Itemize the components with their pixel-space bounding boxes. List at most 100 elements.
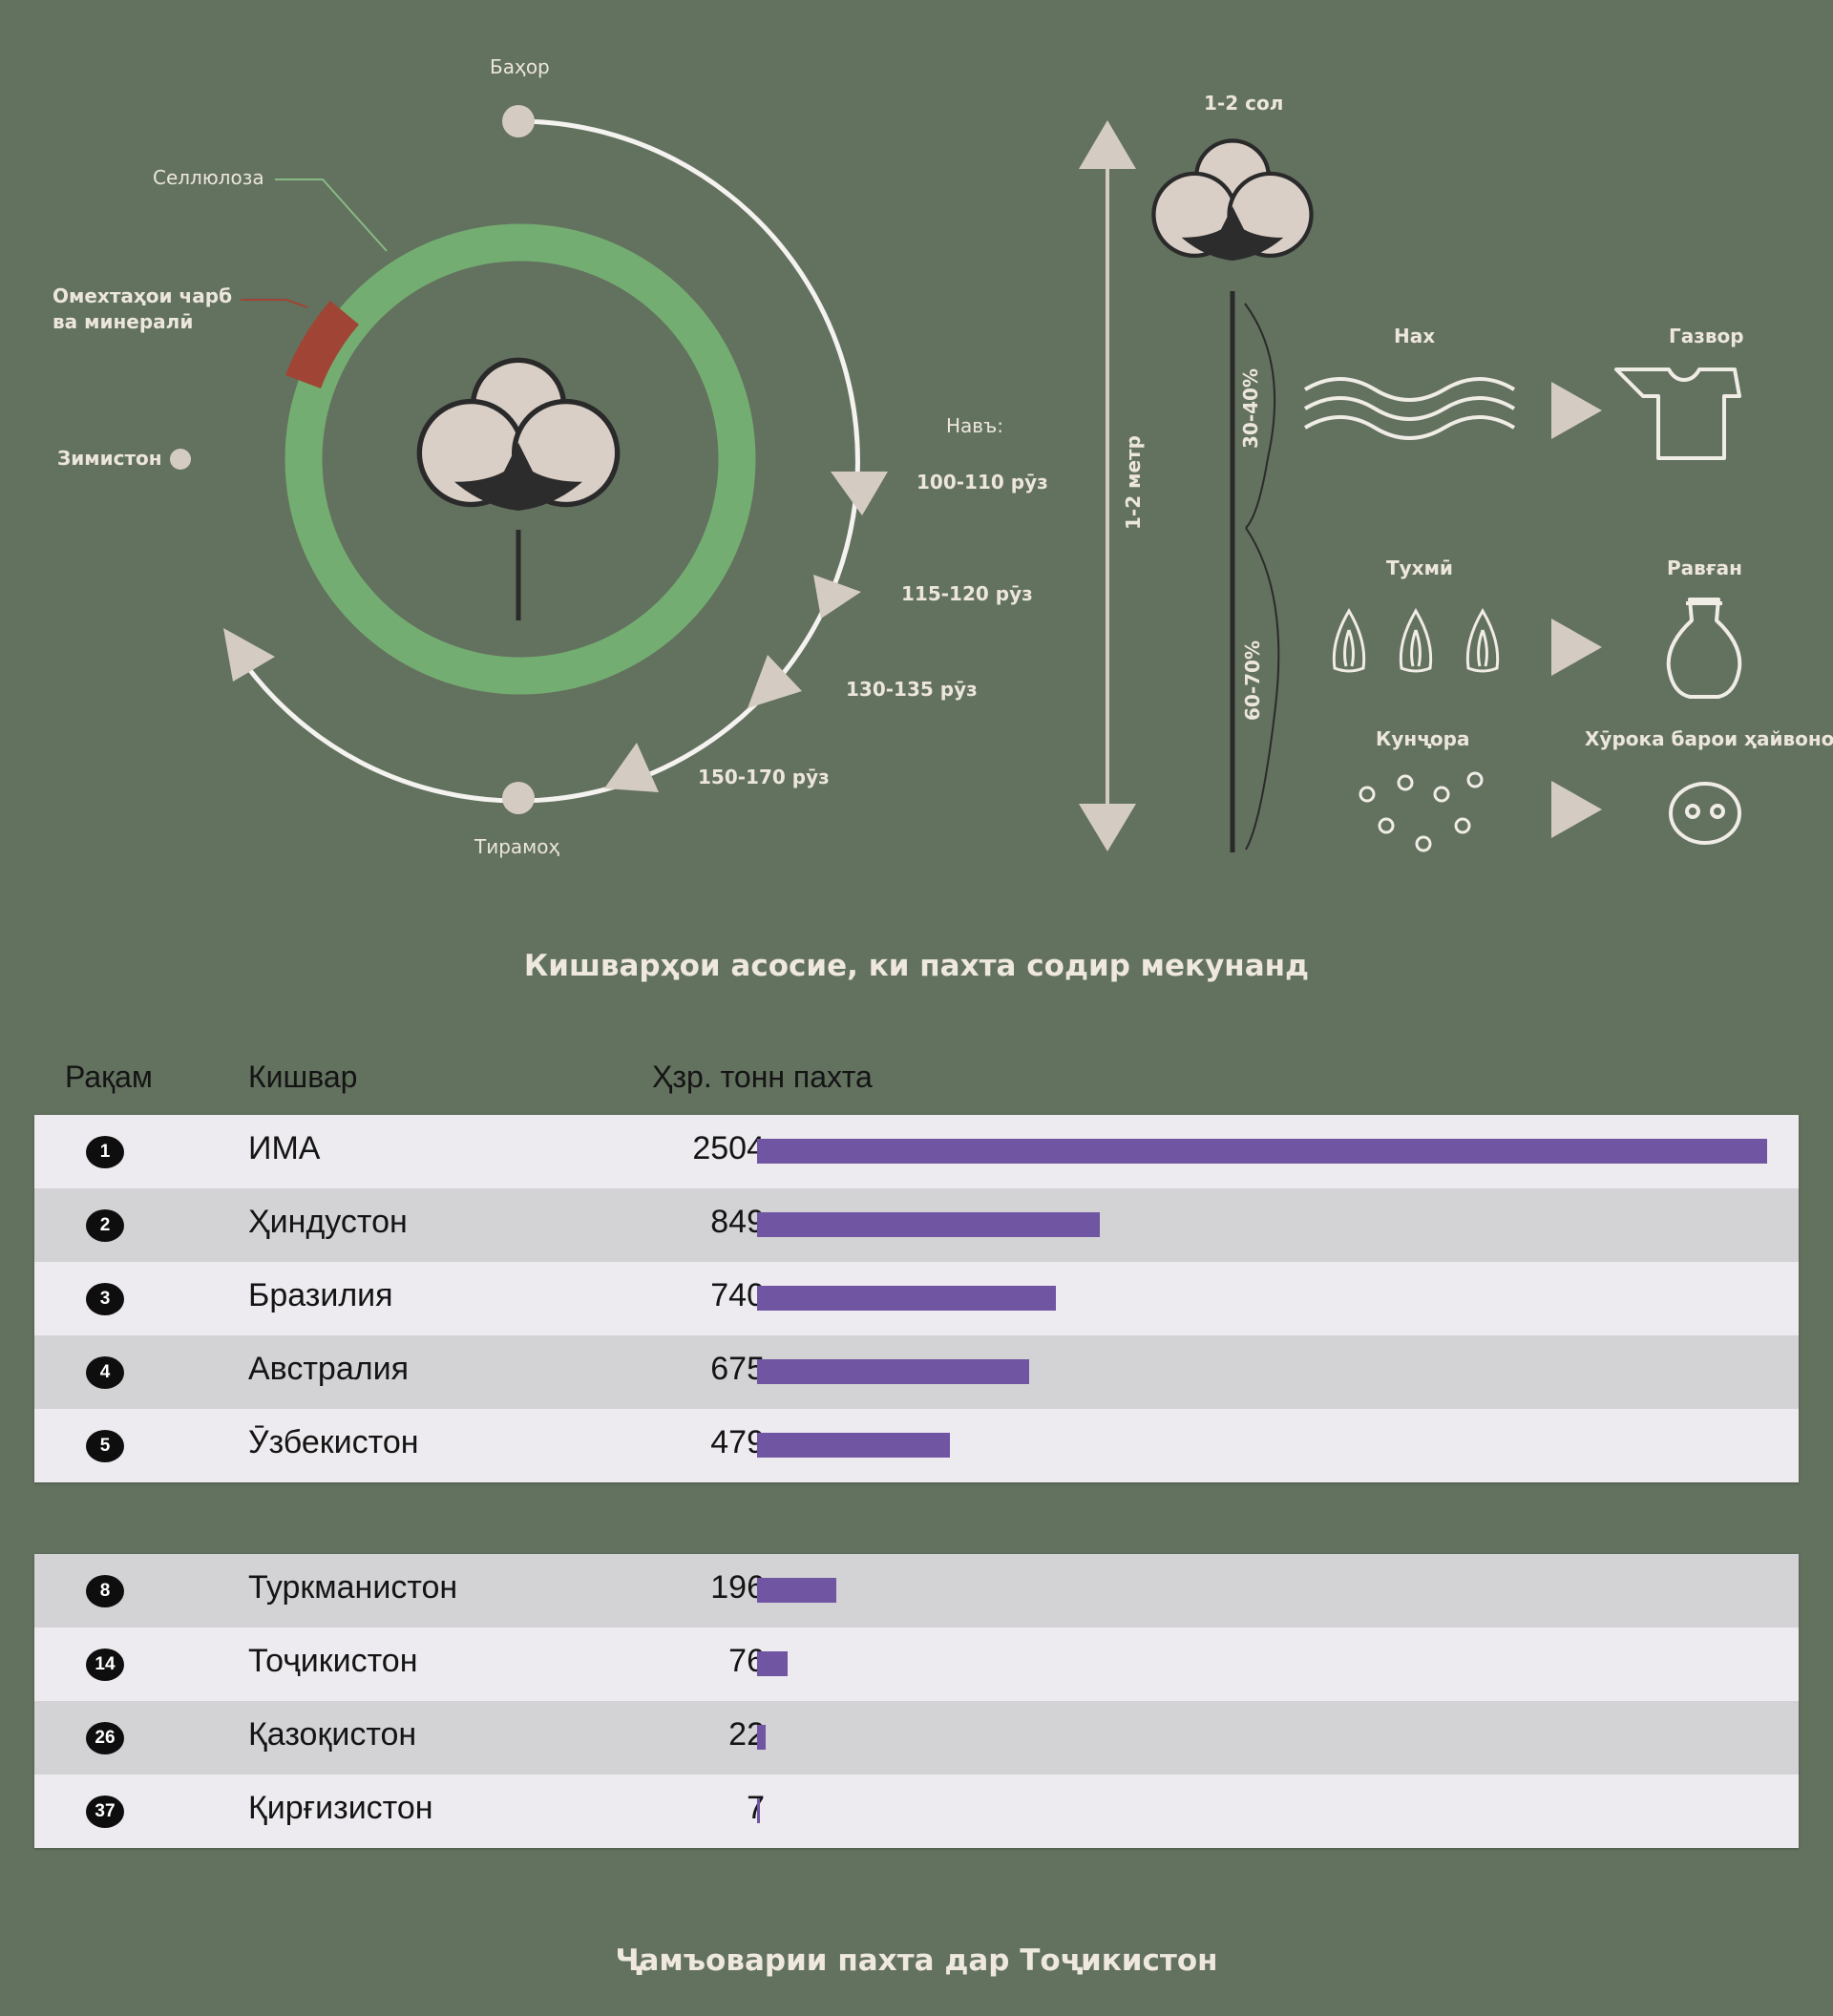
arrow-head-130 <box>748 655 802 708</box>
rank-badge: 4 <box>86 1356 124 1389</box>
country-name: Ҳиндустон <box>248 1204 408 1240</box>
tshirt-icon <box>1614 368 1741 460</box>
rank-badge: 14 <box>86 1648 124 1681</box>
rank-badge: 5 <box>86 1430 124 1462</box>
top-producers-table: 1 ИМА 2504 2 Ҳиндустон 849 3 Бразилия 740 4 Австра… <box>34 1115 1799 1482</box>
arrow-head-back <box>223 628 275 682</box>
plant-age-label: 1-2 сол <box>1204 92 1284 115</box>
arrow-head-115 <box>813 575 861 619</box>
value-label: 7 <box>747 1790 765 1826</box>
winter-label: Зимистон <box>57 447 162 470</box>
rank-badge: 8 <box>86 1575 124 1607</box>
oilcake-label: Кунҷора <box>1376 727 1470 750</box>
rank-badge: 2 <box>86 1209 124 1242</box>
varieties-label: Навъ: <box>946 414 1003 437</box>
arrow-head-100 <box>831 472 888 515</box>
country-name: Австралия <box>248 1351 409 1387</box>
table-row: 4 Австралия 675 <box>34 1335 1799 1409</box>
height-arrow-down <box>1079 804 1136 851</box>
variety-150-label: 150-170 рӯз <box>698 766 830 788</box>
cellulose-label: Селлюлоза <box>153 166 264 189</box>
table-row: 3 Бразилия 740 <box>34 1262 1799 1335</box>
value-label: 196 <box>710 1569 765 1606</box>
rank-badge: 3 <box>86 1283 124 1315</box>
country-name: Бразилия <box>248 1277 393 1313</box>
country-name: Туркманистон <box>248 1569 458 1606</box>
value-label: 675 <box>710 1351 765 1387</box>
country-name: ИМА <box>248 1130 321 1166</box>
fats-label-line1: Омехтаҳои чарб <box>53 284 233 307</box>
seed-brace <box>1245 527 1280 850</box>
fats-label-line2: ва минералӣ <box>53 310 194 333</box>
height-arrow-up <box>1079 120 1136 169</box>
country-name: Ӯзбекистон <box>248 1424 419 1460</box>
seed-share-label: 60-70% <box>1241 640 1264 721</box>
value-label: 76 <box>728 1643 765 1679</box>
animal-feed-label: Хӯрока барои ҳайвонот <box>1585 727 1833 750</box>
value-label: 479 <box>710 1424 765 1460</box>
feed-snout-icon <box>1669 782 1741 845</box>
bar <box>757 1725 766 1750</box>
table-title: Кишварҳои асосие, ки пахта содир мекунан… <box>523 949 1310 983</box>
value-label: 22 <box>728 1716 765 1753</box>
cycle-arc <box>236 118 860 804</box>
bar <box>757 1433 950 1458</box>
plant-boll-icon <box>1153 140 1311 261</box>
autumn-dot <box>502 782 535 814</box>
value-label: 849 <box>710 1204 765 1240</box>
variety-100-label: 100-110 рӯз <box>916 471 1048 494</box>
rank-badge: 1 <box>86 1136 124 1168</box>
table-row: 14 Тоҷикистон 76 <box>34 1628 1799 1701</box>
bar <box>757 1139 1767 1164</box>
variety-130-label: 130-135 рӯз <box>846 678 978 701</box>
table-row: 26 Қазоқистон 22 <box>34 1701 1799 1774</box>
value-label: 2504 <box>692 1130 765 1166</box>
rank-badge: 37 <box>86 1796 124 1828</box>
winter-dot <box>170 449 191 470</box>
value-label: 740 <box>710 1277 765 1313</box>
header-country: Кишвар <box>248 1060 358 1094</box>
fiber-brace <box>1244 303 1276 529</box>
cellulose-leader <box>275 178 388 252</box>
cellulose-ring <box>284 223 756 695</box>
seeds-label: Тухмӣ <box>1386 556 1453 579</box>
bar <box>757 1286 1056 1311</box>
oil-label: Равған <box>1667 556 1742 579</box>
bar <box>757 1359 1029 1384</box>
country-name: Қирғизистон <box>248 1790 433 1826</box>
fiber-label: Нах <box>1394 325 1436 347</box>
oilcake-icon <box>1359 771 1484 852</box>
bar <box>757 1212 1100 1237</box>
bar <box>757 1578 836 1603</box>
bar <box>757 1651 788 1676</box>
oil-vase-icon <box>1666 598 1742 699</box>
table-row: 5 Ӯзбекистон 479 <box>34 1409 1799 1482</box>
autumn-label: Тирамоҳ <box>474 835 560 858</box>
rank-badge: 26 <box>86 1722 124 1754</box>
plant-height-label: 1-2 метр <box>1122 435 1145 530</box>
arrow-seed-to-oil <box>1551 619 1602 676</box>
fiber-share-label: 30-40% <box>1239 368 1262 449</box>
header-value: Ҳзр. тонн пахта <box>652 1060 873 1094</box>
spring-label: Баҳор <box>490 55 550 78</box>
fats-segment <box>285 301 359 388</box>
central-asia-table: 8 Туркманистон 196 14 Тоҷикистон 76 26 Қазоқист… <box>34 1554 1799 1848</box>
variety-115-label: 115-120 рӯз <box>901 582 1033 605</box>
header-rank: Рақам <box>65 1060 153 1094</box>
seed-icon <box>1332 608 1500 673</box>
cotton-diagram <box>170 105 1742 852</box>
arrow-head-150 <box>604 743 659 792</box>
center-boll-icon <box>419 360 617 511</box>
fiber-icon <box>1303 377 1516 440</box>
bar <box>757 1798 760 1823</box>
arrow-fiber-to-fabric <box>1551 382 1602 439</box>
country-name: Қазоқистон <box>248 1716 417 1753</box>
fabric-label: Газвор <box>1669 325 1744 347</box>
table-row: 37 Қирғизистон 7 <box>34 1774 1799 1848</box>
table-row: 2 Ҳиндустон 849 <box>34 1188 1799 1262</box>
country-name: Тоҷикистон <box>248 1643 418 1679</box>
footer-title: Ҷамъоварии пахта дар Тоҷикистон <box>615 1943 1218 1978</box>
spring-dot <box>502 105 535 137</box>
fats-leader <box>241 299 308 308</box>
table-row: 1 ИМА 2504 <box>34 1115 1799 1188</box>
